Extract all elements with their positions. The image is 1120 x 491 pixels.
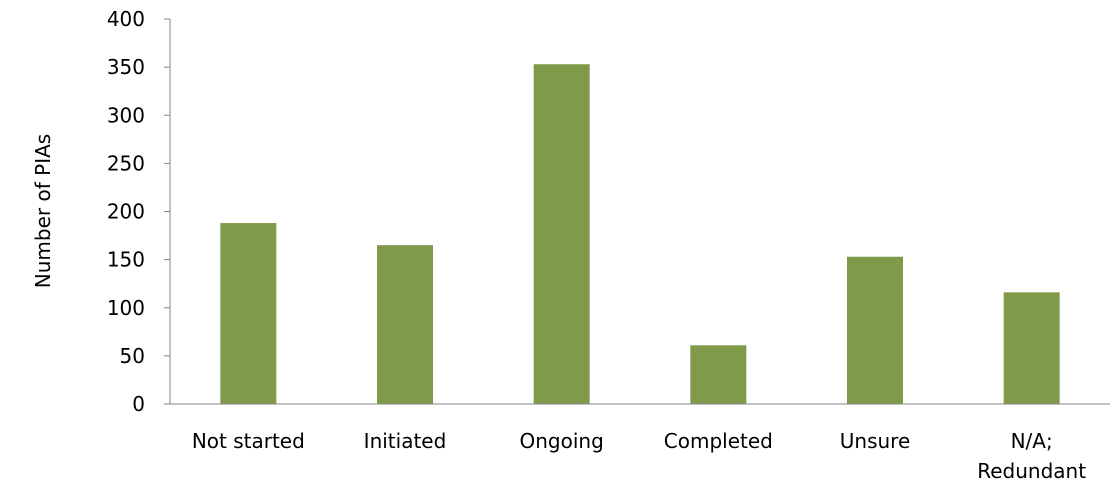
bar [1003, 292, 1060, 404]
x-category-label: Ongoing [520, 429, 604, 453]
bar [220, 223, 277, 404]
x-category-label: Initiated [364, 429, 447, 453]
bars [220, 64, 1060, 405]
x-axis-labels: Not started Initiated Ongoing Completed Unsu… [192, 429, 1086, 483]
y-axis-title: Number of PIAs [31, 134, 55, 288]
y-tick-label: 50 [120, 344, 145, 368]
y-tick-label: 0 [132, 392, 145, 416]
x-category-label: Redundant [977, 459, 1086, 483]
y-tick-label: 400 [107, 7, 145, 31]
x-category-label: Completed [664, 429, 773, 453]
x-category-label: Not started [192, 429, 305, 453]
bar [847, 256, 903, 404]
bar [690, 345, 747, 404]
y-tick-label: 100 [107, 296, 145, 320]
y-tick-label: 150 [107, 248, 145, 272]
y-tick-label: 200 [107, 200, 145, 224]
x-category-label: Unsure [840, 429, 911, 453]
y-axis-ticks: 0 50 100 150 200 250 300 350 400 [107, 7, 170, 416]
y-tick-label: 350 [107, 55, 145, 79]
bar [377, 245, 433, 404]
y-tick-label: 300 [107, 103, 145, 127]
bar [533, 64, 590, 405]
x-category-label: N/A; [1011, 429, 1053, 453]
y-tick-label: 250 [107, 151, 145, 175]
